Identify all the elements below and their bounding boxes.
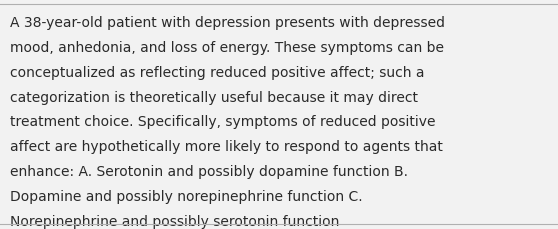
Text: categorization is theoretically useful because it may direct: categorization is theoretically useful b…: [10, 90, 418, 104]
Text: A 38-year-old patient with depression presents with depressed: A 38-year-old patient with depression pr…: [10, 16, 445, 30]
Text: Dopamine and possibly norepinephrine function C.: Dopamine and possibly norepinephrine fun…: [10, 189, 363, 203]
Text: affect are hypothetically more likely to respond to agents that: affect are hypothetically more likely to…: [10, 140, 443, 154]
Text: Norepinephrine and possibly serotonin function: Norepinephrine and possibly serotonin fu…: [10, 214, 339, 228]
Text: enhance: A. Serotonin and possibly dopamine function B.: enhance: A. Serotonin and possibly dopam…: [10, 164, 408, 178]
Text: mood, anhedonia, and loss of energy. These symptoms can be: mood, anhedonia, and loss of energy. The…: [10, 41, 444, 55]
Text: conceptualized as reflecting reduced positive affect; such a: conceptualized as reflecting reduced pos…: [10, 65, 425, 79]
Text: treatment choice. Specifically, symptoms of reduced positive: treatment choice. Specifically, symptoms…: [10, 115, 436, 129]
